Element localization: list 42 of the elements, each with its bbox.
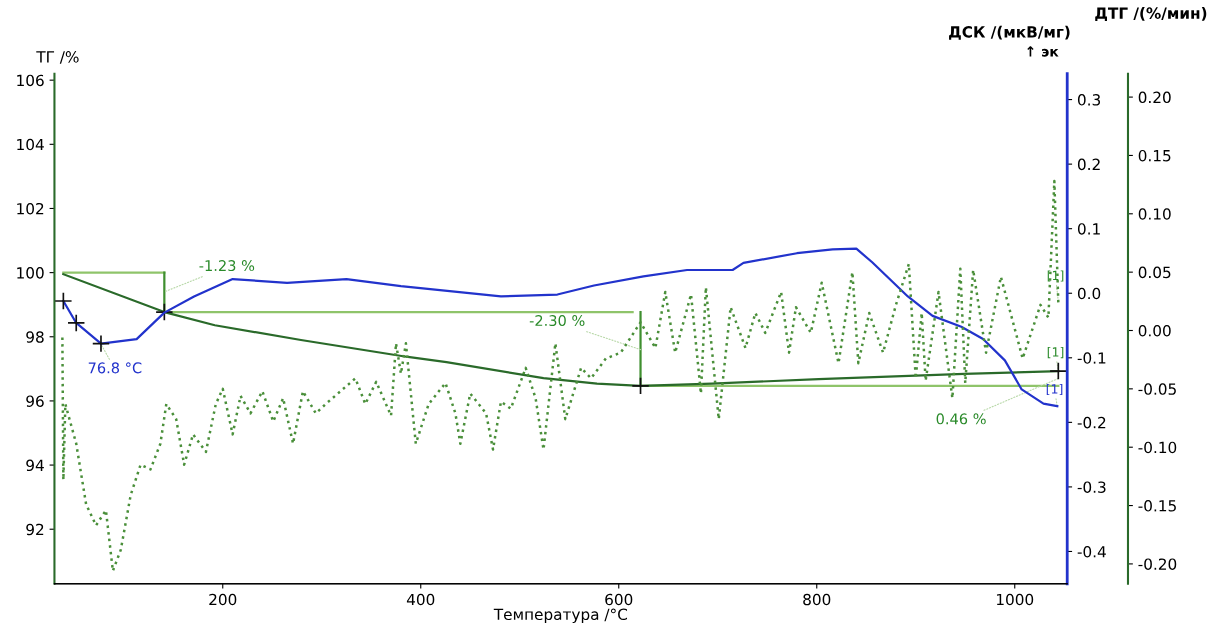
- y-tick-label: 106: [17, 74, 44, 87]
- y2-tick-label: -0.3: [1077, 481, 1106, 493]
- y3-tick-label: 0.10: [1138, 208, 1171, 220]
- y2-tick-label: 0.2: [1077, 158, 1100, 171]
- x-tick-label: 400: [406, 593, 435, 606]
- text: ↑ эк: [1027, 46, 1059, 57]
- y3-tick-label: 0.05: [1138, 266, 1171, 279]
- x-tick-label: 1000: [996, 593, 1034, 606]
- x-tick-label: 600: [605, 593, 633, 606]
- annotation: 76.8 °C: [88, 362, 142, 374]
- annotation: 0.46 %: [936, 413, 986, 425]
- y3-axis-title: ДТГ /(%/мин): [1095, 7, 1207, 22]
- x-tick-label: 200: [209, 593, 237, 606]
- y3-tick-label: 0.15: [1138, 149, 1171, 162]
- y-tick-label: 102: [17, 202, 44, 215]
- y3-tick-label: 0.20: [1138, 91, 1171, 104]
- y2-tick-label: 0.0: [1077, 287, 1101, 300]
- y3-tick-label: 0.00: [1138, 324, 1171, 337]
- annotation: [1]: [1046, 383, 1063, 396]
- y3-tick-label: -0.10: [1138, 441, 1177, 454]
- annotation: [1]: [1047, 346, 1064, 359]
- y-tick-label: 104: [17, 138, 44, 151]
- y-tick-label: 96: [26, 395, 44, 407]
- y3-tick-label: -0.15: [1138, 500, 1176, 512]
- annotation: -2.30 %: [529, 315, 585, 327]
- y-tick-label: 94: [26, 459, 44, 472]
- y2-tick-label: -0.1: [1077, 352, 1106, 364]
- x-axis-title: Температура /°C: [493, 608, 628, 624]
- y-tick-label: 100: [17, 267, 44, 279]
- y2-tick-label: 0.3: [1077, 94, 1101, 106]
- annotation: -1.23 %: [199, 260, 255, 272]
- y2-tick-label: -0.4: [1077, 545, 1106, 558]
- x-tick-label: 800: [803, 593, 831, 606]
- annotation: [1]: [1047, 270, 1064, 282]
- y2-tick-label: -0.2: [1077, 416, 1106, 429]
- y-axis-title: ТГ /%: [36, 51, 79, 64]
- y-tick-label: 98: [26, 331, 44, 343]
- y-tick-label: 92: [26, 523, 44, 536]
- y3-tick-label: -0.20: [1138, 558, 1177, 570]
- y3-tick-label: -0.05: [1138, 383, 1176, 395]
- y2-tick-label: 0.1: [1077, 223, 1100, 235]
- y2-axis-title: ДСК /(мкВ/мг): [949, 25, 1070, 40]
